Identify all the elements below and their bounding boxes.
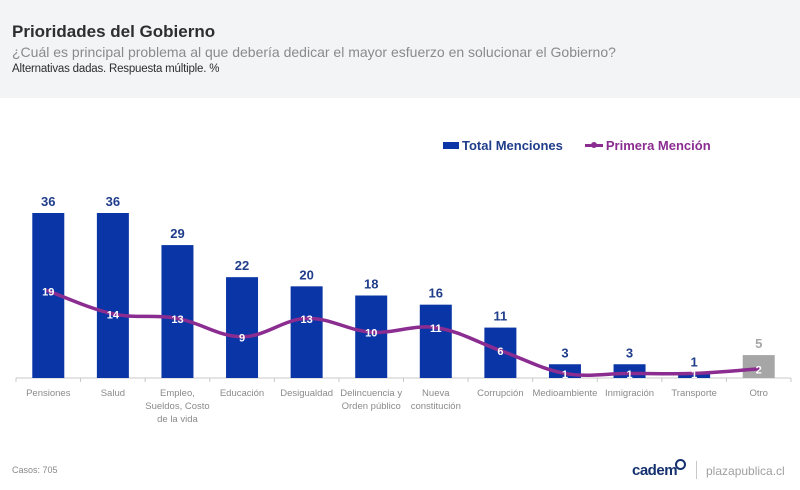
line-value-label: 14 xyxy=(107,309,120,321)
bar-value-label: 3 xyxy=(561,345,568,360)
site-name: plazapublica.cl xyxy=(706,464,785,478)
line-primera-mencion xyxy=(46,289,761,377)
cases-count: Casos: 705 xyxy=(12,465,58,475)
legend-label-primera: Primera Mención xyxy=(605,138,711,153)
category-label: Corrupción xyxy=(477,388,523,399)
line-point-primera-mencion xyxy=(46,288,51,293)
cadem-logo-mark-icon xyxy=(675,459,686,470)
line-value-label: 2 xyxy=(756,364,762,376)
category-label: Empleo, xyxy=(160,388,195,399)
category-label: Educación xyxy=(220,388,264,399)
chart-title: Prioridades del Gobierno xyxy=(12,22,216,41)
bar-value-label: 11 xyxy=(494,309,508,324)
bar-total-menciones xyxy=(96,213,129,378)
line-value-label: 10 xyxy=(365,328,377,340)
line-point-primera-mencion xyxy=(369,330,374,335)
bar-total-menciones xyxy=(419,304,452,378)
chart-note: Alternativas dadas. Respuesta múltiple. … xyxy=(12,63,220,75)
category-label: Otro xyxy=(749,388,767,399)
bar-total-menciones xyxy=(678,373,711,378)
bar-total-menciones xyxy=(161,245,194,378)
line-point-primera-mencion xyxy=(692,371,697,376)
legend-bar-swatch-icon xyxy=(443,142,459,149)
line-point-primera-mencion xyxy=(433,325,438,330)
category-label: Salud xyxy=(101,388,125,399)
bar-value-label: 36 xyxy=(41,194,55,209)
line-point-primera-mencion xyxy=(175,316,180,321)
footer-divider xyxy=(696,461,697,479)
bar-total-menciones xyxy=(290,286,323,378)
bar-value-label: 16 xyxy=(429,286,443,301)
legend-item-primera: Primera Mención xyxy=(584,138,711,153)
legend-line-swatch-icon xyxy=(584,142,603,148)
category-label: Nueva xyxy=(422,388,450,399)
line-point-primera-mencion xyxy=(627,371,632,376)
bar-total-menciones xyxy=(742,355,775,378)
bar-value-label: 29 xyxy=(170,226,184,241)
bar-value-label: 18 xyxy=(364,277,378,292)
category-label: Orden público xyxy=(342,401,401,412)
line-point-primera-mencion xyxy=(562,371,567,376)
bar-value-label: 3 xyxy=(626,345,633,360)
line-value-label: 11 xyxy=(430,323,442,335)
line-value-label: 1 xyxy=(562,369,568,381)
category-label: Medioambiente xyxy=(532,388,597,399)
line-value-label: 13 xyxy=(171,314,183,326)
bar-value-label: 36 xyxy=(106,194,120,209)
line-value-label: 1 xyxy=(626,369,632,381)
bar-value-label: 20 xyxy=(299,267,313,282)
bar-value-label: 5 xyxy=(755,336,762,351)
category-label: Sueldos, Costo xyxy=(145,401,209,412)
category-label: de la vida xyxy=(157,414,198,425)
category-label: Pensiones xyxy=(26,388,71,399)
line-point-primera-mencion xyxy=(240,334,245,339)
category-label: Inmigración xyxy=(605,388,654,399)
line-value-label: 6 xyxy=(497,346,503,358)
cadem-logo: cadem xyxy=(632,462,678,479)
category-label: Transporte xyxy=(671,388,717,399)
line-value-label: 19 xyxy=(42,286,54,298)
legend-item-total: Total Menciones xyxy=(443,138,563,153)
line-value-label: 1 xyxy=(691,369,697,381)
bar-total-menciones xyxy=(226,277,259,378)
header-band: Prioridades del Gobierno ¿Cuál es princi… xyxy=(0,0,800,98)
line-point-primera-mencion xyxy=(110,311,115,316)
line-point-primera-mencion xyxy=(756,366,761,371)
line-value-label: 13 xyxy=(301,314,313,326)
bar-value-label: 1 xyxy=(691,354,698,369)
category-label: constitución xyxy=(411,401,461,412)
line-point-primera-mencion xyxy=(304,316,309,321)
chart-subtitle: ¿Cuál es principal problema al que deber… xyxy=(12,44,616,60)
legend-label-total: Total Menciones xyxy=(462,138,563,153)
line-point-primera-mencion xyxy=(498,348,503,353)
line-value-label: 9 xyxy=(239,332,245,344)
legend: Total Menciones Primera Mención xyxy=(443,138,733,153)
category-label: Desigualdad xyxy=(280,388,333,399)
bar-value-label: 22 xyxy=(235,258,249,273)
bar-total-menciones xyxy=(355,295,388,378)
category-label: Delincuencia y xyxy=(340,388,402,399)
